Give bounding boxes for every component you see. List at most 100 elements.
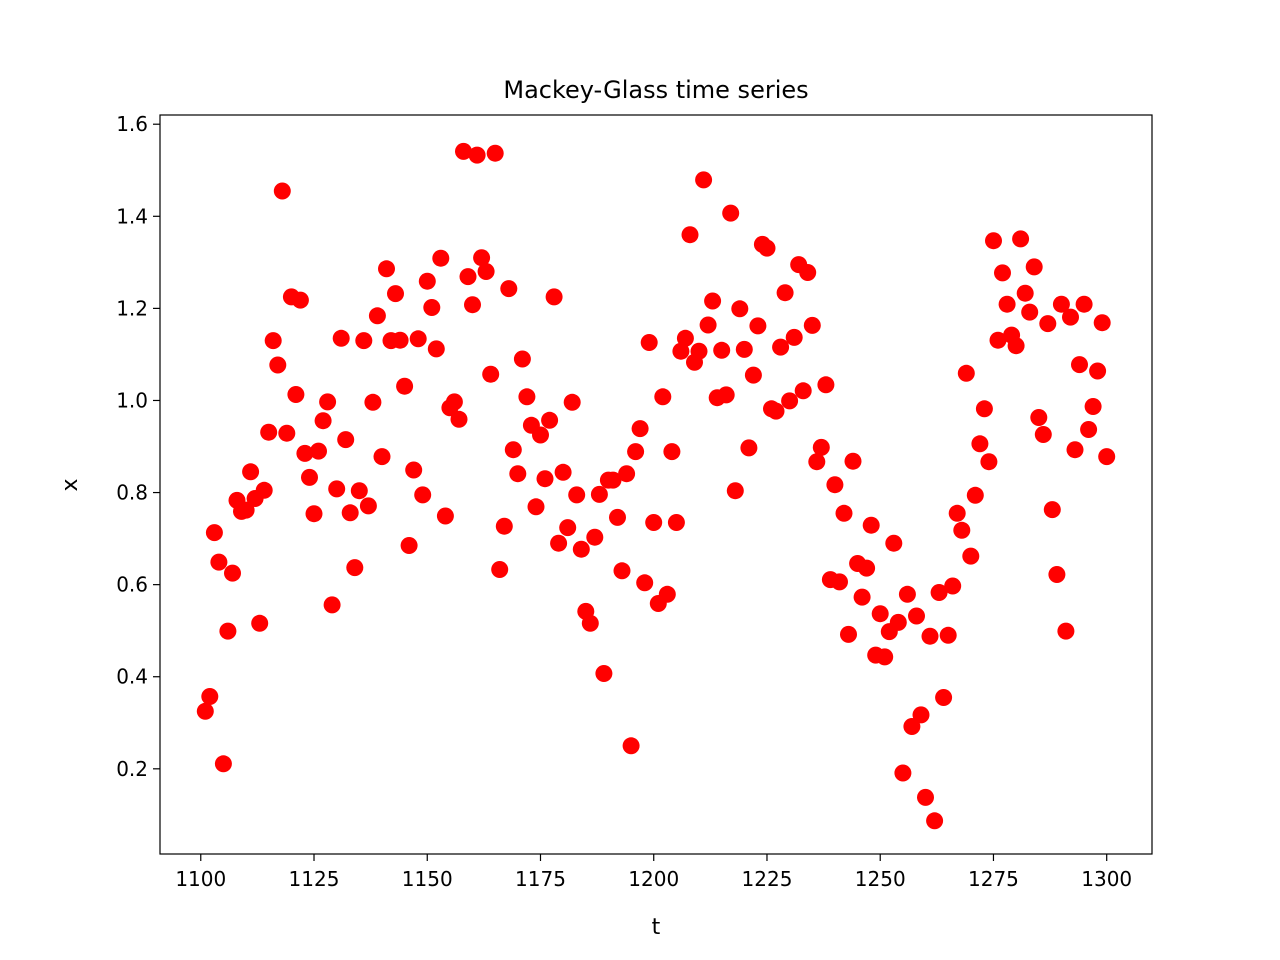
plot-area-frame (159, 114, 1153, 855)
data-point (513, 350, 531, 368)
x-tick-label: 1275 (968, 867, 1019, 891)
data-point (310, 442, 327, 460)
data-point (400, 537, 418, 554)
data-point (550, 534, 568, 552)
data-point (645, 514, 663, 531)
data-point (948, 504, 966, 522)
data-point (414, 486, 432, 504)
data-point (242, 463, 260, 481)
data-point (1089, 362, 1107, 380)
data-point (835, 504, 853, 522)
data-point (355, 332, 373, 350)
data-point (930, 584, 948, 601)
data-point (405, 461, 423, 479)
y-tick-label: 1.6 (116, 112, 148, 136)
data-point (654, 388, 672, 406)
data-point (1012, 230, 1030, 248)
data-point (418, 272, 436, 290)
data-point (908, 607, 925, 625)
data-point (491, 561, 509, 578)
data-point (563, 393, 581, 411)
data-point (740, 439, 758, 457)
data-point (1007, 337, 1025, 355)
data-point (427, 340, 445, 358)
data-point (939, 626, 957, 644)
data-point (214, 755, 232, 773)
data-point (495, 517, 513, 535)
data-point (1066, 441, 1084, 459)
data-point (224, 564, 241, 582)
data-point (912, 706, 930, 724)
data-point (445, 393, 463, 411)
data-point (500, 280, 518, 298)
data-point (862, 516, 880, 534)
data-points (196, 142, 1116, 830)
data-point (409, 330, 427, 348)
data-point (831, 573, 848, 591)
data-point (772, 338, 790, 356)
data-point (1034, 426, 1052, 443)
data-point (989, 331, 1007, 349)
data-point (559, 519, 577, 537)
data-point (459, 268, 477, 286)
y-tick-label: 1.0 (116, 388, 148, 412)
data-point (618, 465, 636, 483)
data-point (953, 521, 971, 539)
data-point (391, 331, 409, 349)
data-point (717, 386, 735, 404)
data-point (328, 480, 346, 498)
data-point (690, 342, 708, 360)
data-point (926, 812, 944, 830)
data-point (1016, 284, 1034, 302)
x-tick-label: 1175 (515, 867, 566, 891)
data-point (609, 508, 626, 526)
data-point (287, 386, 305, 403)
data-point (1048, 566, 1066, 583)
data-point (803, 316, 821, 334)
data-point (658, 585, 676, 603)
data-point (808, 453, 826, 471)
data-point (455, 142, 472, 160)
y-tick-label: 0.2 (116, 757, 148, 781)
data-point (473, 249, 491, 267)
data-point (735, 340, 753, 358)
data-point (749, 317, 767, 335)
data-point (590, 485, 608, 503)
data-point (255, 481, 273, 499)
data-point (776, 284, 794, 302)
data-point (509, 465, 527, 483)
x-tick-label: 1100 (175, 867, 226, 891)
data-point (436, 507, 454, 525)
data-point (980, 453, 998, 471)
data-point (944, 577, 962, 595)
data-point (1043, 501, 1061, 519)
data-point (676, 329, 694, 347)
data-point (627, 443, 645, 461)
data-point (898, 585, 916, 603)
data-point (323, 596, 341, 614)
data-point (486, 144, 504, 162)
data-point (858, 559, 876, 577)
y-axis-ticks: 0.2 0.4 0.6 0.8 1.0 1.2 1.4 1.6 (116, 112, 160, 781)
data-point (667, 514, 685, 531)
data-point (840, 625, 857, 643)
data-point (889, 613, 907, 631)
data-point (319, 393, 337, 411)
data-point (450, 410, 468, 428)
y-tick-label: 0.6 (116, 573, 148, 597)
data-point (314, 412, 332, 430)
data-point (871, 605, 889, 623)
data-point (695, 171, 713, 189)
data-point (826, 476, 844, 494)
chart-title: Mackey-Glass time series (503, 76, 808, 104)
data-point (767, 402, 785, 420)
data-point (387, 285, 404, 303)
x-tick-label: 1250 (855, 867, 906, 891)
data-point (962, 547, 980, 565)
data-point (541, 411, 559, 429)
x-tick-label: 1125 (289, 867, 340, 891)
data-point (985, 232, 1002, 250)
data-point (196, 702, 214, 720)
